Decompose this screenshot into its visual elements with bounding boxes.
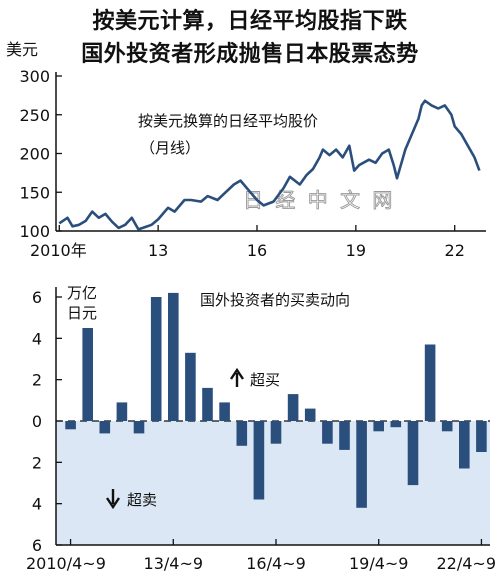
line-chart-axes xyxy=(55,72,486,232)
bar xyxy=(339,421,350,450)
bar xyxy=(219,402,230,421)
line-chart-title: 按美元换算的日经平均股价 xyxy=(138,112,318,130)
bar xyxy=(133,421,145,434)
bar xyxy=(65,421,76,430)
line-chart-x-tick-label: 22 xyxy=(445,241,465,260)
figure-title-line1: 按美元计算，日经平均股指下跌 xyxy=(92,9,408,34)
bar xyxy=(270,421,282,444)
watermark-text: 日 经 中 文 网 xyxy=(243,188,395,212)
bar xyxy=(476,421,487,452)
line-chart-y-ticks: 100 150 200 250 300 xyxy=(19,67,62,241)
bar-chart-y-tick-label: 2 xyxy=(32,453,42,472)
line-chart-y-tick-label: 150 xyxy=(19,183,50,202)
line-chart-y-tick-label: 200 xyxy=(19,145,50,164)
bar-chart-y-ticks: 6 4 2 0 2 4 6 xyxy=(32,288,62,555)
line-chart-x-tick-label: 19 xyxy=(346,241,366,260)
line-chart-x-tick-label: 2010年 xyxy=(30,241,87,260)
bar xyxy=(322,421,333,444)
bar-chart-x-tick-label: 22/4~9 xyxy=(436,554,496,573)
buy-label: 超买 xyxy=(250,371,280,389)
bar xyxy=(202,387,213,421)
bar-chart-x-tick-label: 13/4~9 xyxy=(144,554,204,573)
bar-chart-y-tick-label: 6 xyxy=(32,536,42,555)
arrow-down-icon xyxy=(106,489,120,510)
buy-annotation: 超买 xyxy=(230,367,280,389)
bar-chart-y-tick-label: 2 xyxy=(32,371,42,390)
bar xyxy=(390,421,402,428)
bar-chart-y-tick-label: 4 xyxy=(32,329,42,348)
line-chart-x-tick-label: 13 xyxy=(148,241,168,260)
bar-series xyxy=(65,292,487,508)
bar xyxy=(287,394,299,421)
arrow-up-icon xyxy=(230,367,244,387)
bar xyxy=(168,292,179,421)
line-chart-y-tick-label: 300 xyxy=(19,67,50,86)
sell-annotation: 超卖 xyxy=(106,489,157,510)
line-chart-y-tick-label: 100 xyxy=(19,222,50,241)
line-chart-y-label: 美元 xyxy=(6,40,38,59)
bar-chart-y-label-line2: 日元 xyxy=(67,304,97,322)
line-chart-subtitle: （月线） xyxy=(140,139,200,157)
bar xyxy=(424,344,436,421)
bar-chart-x-tick-label: 16/4~9 xyxy=(246,554,306,573)
bar xyxy=(441,421,453,432)
bar xyxy=(253,421,265,500)
bar-chart-y-label-line1: 万亿 xyxy=(67,284,97,302)
line-chart-x-tick-label: 16 xyxy=(247,241,267,260)
line-chart-y-tick-label: 250 xyxy=(19,106,50,125)
bar-chart-x-tick-label: 19/4~9 xyxy=(349,554,409,573)
bar xyxy=(185,352,196,421)
bar-chart-x-ticks: 2010/4~9 13/4~9 16/4~9 19/4~9 22/4~9 xyxy=(26,539,496,573)
sell-label: 超卖 xyxy=(127,491,157,509)
bar-chart-y-tick-label: 0 xyxy=(32,412,42,431)
bar xyxy=(356,421,367,508)
bar-chart-y-tick-label: 6 xyxy=(32,288,42,307)
bar xyxy=(304,408,316,421)
bar xyxy=(459,421,470,469)
bar xyxy=(150,297,162,421)
bar xyxy=(99,421,111,434)
bar xyxy=(116,402,128,421)
line-series-path xyxy=(58,99,481,231)
bar xyxy=(407,421,419,486)
figure-title-line2: 国外投资者形成抛售日本股票态势 xyxy=(81,42,419,67)
bar-chart-x-tick-label: 2010/4~9 xyxy=(26,554,106,573)
bar-chart-y-tick-label: 4 xyxy=(32,495,42,514)
bar xyxy=(82,328,93,421)
line-chart-x-ticks: 2010年 13 16 19 22 xyxy=(30,225,465,260)
bar-chart-title: 国外投资者的买卖动向 xyxy=(200,291,350,309)
bar xyxy=(236,421,248,446)
bar xyxy=(373,421,384,432)
